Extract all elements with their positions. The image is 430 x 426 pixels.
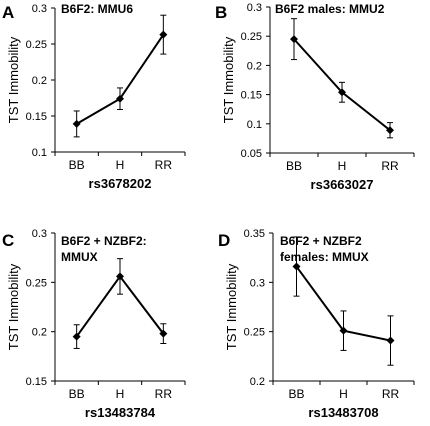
x-axis-label: rs3663027	[311, 177, 374, 192]
x-tick-label: H	[338, 159, 347, 173]
data-point	[292, 262, 301, 271]
y-tick-label: 0.25	[241, 31, 262, 43]
chart-panel-b: 0.05 0.1 0.15 0.2 0.25 0.3 BB H RR TST Immobility…	[215, 2, 415, 192]
y-tick-label: 0.25	[26, 277, 47, 289]
y-tick-label: 0.15	[26, 376, 47, 388]
x-axis-label: rs13483784	[85, 405, 156, 420]
y-tick-label: 0.2	[250, 376, 265, 388]
y-axis-label: TST Immobility	[224, 263, 239, 350]
x-tick-label: RR	[155, 387, 173, 401]
chart-title-line-2: females: MMUX	[280, 250, 369, 264]
y-tick-label: 0.2	[32, 75, 47, 87]
y-tick-label: 0.3	[32, 228, 47, 240]
y-tick-label: 0.3	[32, 3, 47, 15]
y-tick-label: 0.15	[241, 90, 262, 102]
data-point	[72, 332, 81, 341]
x-tick-label: RR	[382, 387, 400, 401]
data-point	[290, 35, 298, 44]
x-tick-label: H	[339, 387, 348, 401]
y-axis-label: TST Immobility	[221, 36, 236, 123]
x-axis-label: rs3678202	[89, 176, 152, 191]
panel-letter: A	[2, 3, 14, 22]
y-tick-label: 0.2	[32, 327, 47, 339]
x-tick-label: H	[116, 158, 125, 172]
chart-title: B6F2 + NZBF2	[280, 234, 362, 248]
y-tick-label: 0.3	[247, 2, 262, 14]
series-line	[76, 34, 165, 125]
y-tick-label: 0.35	[244, 228, 265, 240]
y-tick-label: 0.2	[247, 60, 262, 72]
x-tick-label: BB	[288, 387, 304, 401]
x-axis-label: rs13483708	[308, 405, 378, 420]
y-tick-label: 0.25	[26, 39, 47, 51]
chart-panel-a: 0.1 0.15 0.2 0.25 0.3 BB H RR TST Immobility rs36…	[2, 2, 186, 191]
y-tick-label: 0.05	[241, 148, 262, 160]
y-axis-label: TST Immobility	[6, 36, 21, 123]
y-tick-label: 0.3	[250, 277, 265, 289]
panel-letter: C	[2, 231, 14, 250]
y-tick-label: 0.25	[244, 327, 265, 339]
y-tick-label: 0.15	[26, 111, 47, 123]
chart-title-line-2: MMUX	[61, 250, 98, 264]
data-point	[386, 126, 394, 135]
x-tick-label: BB	[286, 159, 302, 173]
data-point	[338, 88, 346, 97]
chart-title: B6F2: MMU6	[61, 2, 133, 16]
y-tick-label: 0.1	[247, 119, 262, 131]
y-tick-label: 0.1	[32, 147, 47, 159]
data-point	[339, 326, 348, 335]
panel-letter: B	[215, 3, 227, 22]
data-point	[159, 329, 168, 338]
x-tick-label: BB	[69, 158, 85, 172]
data-point	[116, 272, 124, 281]
x-tick-label: H	[116, 387, 125, 401]
y-axis-label: TST Immobility	[6, 263, 21, 350]
x-tick-label: RR	[155, 158, 173, 172]
x-tick-label: RR	[381, 159, 399, 173]
data-point	[72, 119, 81, 128]
chart-panel-c: 0.15 0.2 0.25 0.3 BB H RR TST Immobility rs13483…	[2, 228, 186, 420]
chart-title: B6F2 males: MMU2	[275, 2, 385, 16]
data-point	[386, 336, 395, 345]
chart-title: B6F2 + NZBF2:	[61, 234, 147, 248]
chart-panel-d: 0.2 0.25 0.3 0.35 BB H RR TST Immobility rs13483…	[218, 228, 415, 420]
data-point	[159, 30, 168, 39]
panel-letter: D	[218, 231, 230, 250]
data-point	[116, 94, 124, 103]
x-tick-label: BB	[69, 387, 85, 401]
